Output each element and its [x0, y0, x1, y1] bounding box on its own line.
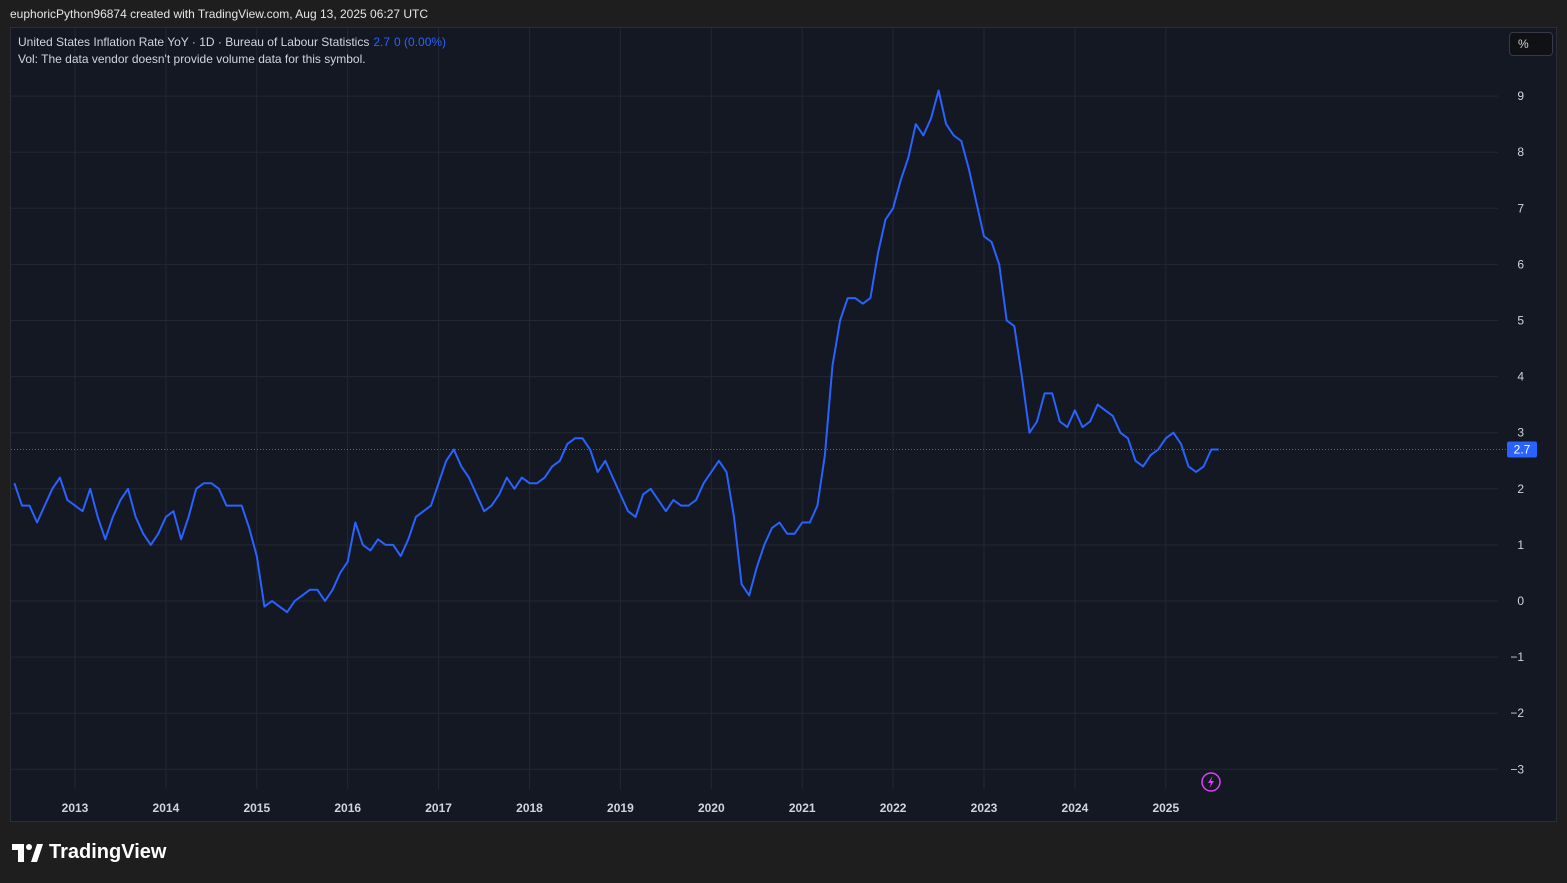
y-tick-label: −1	[1510, 650, 1524, 664]
x-tick-label: 2022	[880, 801, 907, 815]
tradingview-logo[interactable]: TradingView	[12, 841, 166, 864]
y-tick-label: 3	[1517, 426, 1524, 440]
y-tick-label: 9	[1517, 89, 1524, 103]
x-tick-label: 2014	[153, 801, 180, 815]
gridlines	[11, 28, 1498, 789]
y-tick-label: 6	[1517, 257, 1524, 271]
x-tick-label: 2016	[334, 801, 361, 815]
volume-note: Vol: The data vendor doesn't provide vol…	[18, 52, 366, 66]
last-value: 2.7	[373, 35, 391, 49]
last-value-badge-bg	[1507, 441, 1537, 458]
chart-legend: United States Inflation Rate YoY · 1D · …	[18, 34, 446, 68]
y-tick-label: 0	[1517, 594, 1524, 608]
y-tick-label: 4	[1517, 370, 1524, 384]
x-tick-label: 2025	[1152, 801, 1179, 815]
y-tick-label: −3	[1510, 762, 1524, 776]
y-tick-label: −2	[1510, 706, 1524, 720]
brand-name: TradingView	[49, 841, 167, 863]
unit-button[interactable]: %	[1509, 32, 1553, 56]
symbol-title[interactable]: United States Inflation Rate YoY · 1D · …	[18, 35, 370, 49]
x-tick-label: 2021	[789, 801, 816, 815]
x-tick-label: 2024	[1062, 801, 1089, 815]
last-value-badge: 2.7	[1507, 441, 1537, 458]
x-tick-label: 2015	[243, 801, 270, 815]
value-change: 0 (0.00%)	[394, 35, 447, 49]
x-tick-label: 2013	[62, 801, 89, 815]
x-tick-label: 2023	[971, 801, 998, 815]
x-tick-label: 2019	[607, 801, 634, 815]
x-axis: 2013 2014 2015 2016 2017 2018 2019 2020 2021 2022…	[62, 801, 1180, 815]
y-tick-label: 2	[1517, 482, 1524, 496]
chart-caption: euphoricPython96874 created with Trading…	[10, 7, 429, 21]
x-tick-label: 2020	[698, 801, 725, 815]
y-axis: 9 8 7 6 5 4 3 2 1 0 −1 −2 −3	[1510, 89, 1524, 776]
last-value-badge-text: 2.7	[1514, 443, 1531, 457]
y-tick-label: 7	[1517, 201, 1524, 215]
series-line[interactable]	[13, 89, 1219, 614]
tradingview-logo-icon	[12, 843, 43, 862]
x-tick-label: 2018	[516, 801, 543, 815]
lightning-icon[interactable]	[1201, 772, 1221, 792]
y-tick-label: 1	[1517, 538, 1524, 552]
chart-pane[interactable]	[10, 27, 1557, 822]
y-tick-label: 5	[1517, 314, 1524, 328]
y-tick-label: 8	[1517, 145, 1524, 159]
x-tick-label: 2017	[425, 801, 452, 815]
